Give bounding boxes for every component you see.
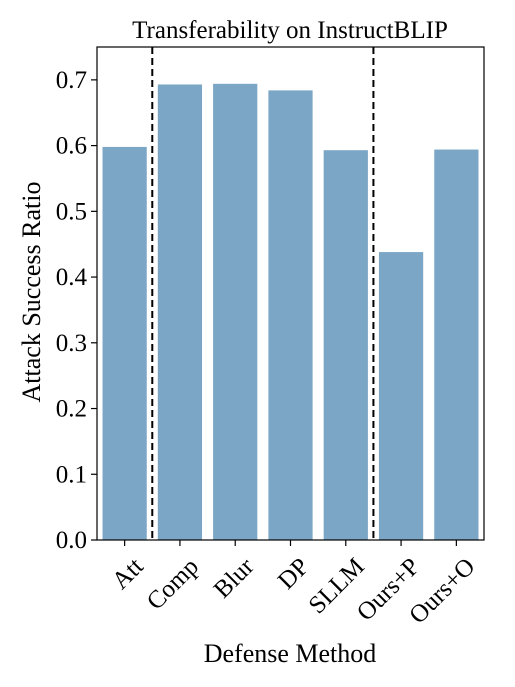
- bar-ours-p: [378, 252, 424, 540]
- bar-ours-o: [434, 149, 479, 540]
- bar-sllm: [323, 150, 368, 540]
- y-tick-label: 0.3: [56, 330, 87, 357]
- bar-blur: [213, 83, 258, 540]
- x-tick-label-att: Att: [107, 553, 149, 595]
- separators-group: [151, 47, 375, 540]
- y-tick-label: 0.4: [56, 264, 88, 291]
- x-tick-label-blur: Blur: [209, 553, 260, 604]
- y-tick-label: 0.7: [56, 67, 87, 94]
- x-tick-label-comp: Comp: [142, 553, 204, 615]
- y-axis-label: Attack Success Ratio: [17, 182, 46, 403]
- y-tick-label: 0.1: [56, 461, 87, 488]
- x-tick-label-dp: DP: [273, 553, 315, 595]
- bars-group: [102, 83, 479, 540]
- y-tick-label: 0.0: [56, 527, 87, 554]
- bar-att: [102, 146, 147, 540]
- bar-comp: [157, 84, 203, 540]
- x-axis-label: Defense Method: [204, 639, 377, 668]
- y-tick-label: 0.6: [56, 133, 87, 160]
- y-tick-label: 0.2: [56, 396, 87, 423]
- y-ticks-group: 0.0 0.1 0.2 0.3 0.4 0.5 0.6 0.7: [56, 67, 97, 554]
- y-tick-label: 0.5: [56, 198, 87, 225]
- chart-title: Transferability on InstructBLIP: [132, 17, 448, 44]
- bar-dp: [268, 90, 313, 540]
